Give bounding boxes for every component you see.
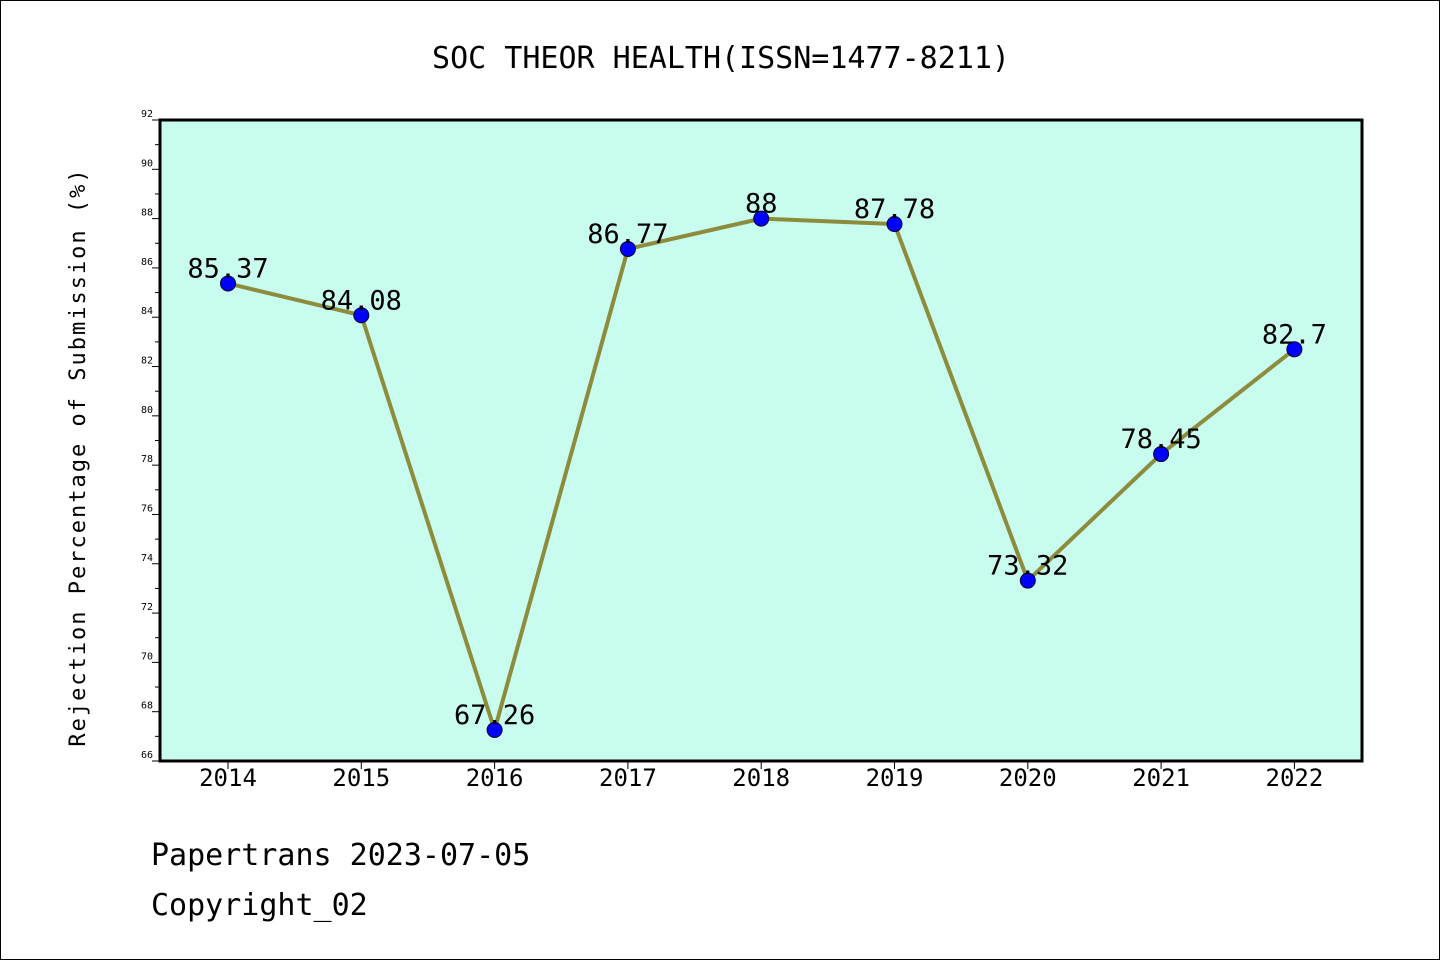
data-point	[1153, 446, 1170, 463]
x-tick-label: 2015	[332, 764, 390, 792]
x-tick-label: 2021	[1132, 764, 1190, 792]
data-label: 73.32	[987, 551, 1068, 582]
data-label: 82.7	[1262, 319, 1327, 350]
x-tick-label: 2017	[599, 764, 657, 792]
data-point	[353, 307, 370, 324]
x-tick-label: 2016	[466, 764, 524, 792]
data-label: 86.77	[587, 219, 668, 250]
footer-date-text: Papertrans 2023-07-05	[151, 838, 530, 873]
x-axis: 2014 2015 2016 2017 2018 2019 2020 2021 2022	[199, 761, 1323, 792]
data-label: 84.08	[321, 285, 402, 316]
y-axis-label: Rejection Percentage of Submission (%)	[66, 167, 91, 746]
data-label: 85.37	[187, 253, 268, 284]
y-tick-label: 84	[141, 306, 153, 317]
x-tick-label: 2014	[199, 764, 257, 792]
y-tick-label: 86	[141, 257, 153, 268]
data-point	[886, 216, 903, 233]
data-point	[753, 210, 770, 227]
y-tick-label: 82	[141, 356, 153, 367]
y-tick-label: 88	[141, 208, 153, 219]
y-tick-label: 92	[141, 109, 153, 120]
data-point	[619, 240, 636, 257]
y-tick-label: 90	[141, 158, 153, 169]
series-layer: 85.37 84.08 67.26 86.77 88 87.78 73.32 78.45 82.…	[187, 189, 1327, 738]
data-label: 78.45	[1120, 424, 1201, 455]
data-label: 87.78	[854, 194, 935, 225]
x-tick-label: 2020	[999, 764, 1057, 792]
x-tick-label: 2018	[732, 764, 790, 792]
y-tick-label: 78	[141, 454, 153, 465]
y-tick-label: 74	[141, 553, 153, 564]
data-point	[1019, 572, 1036, 589]
x-tick-label: 2019	[866, 764, 924, 792]
y-tick-label: 80	[141, 405, 153, 416]
y-tick-label: 72	[141, 602, 153, 613]
plot-area	[158, 118, 1364, 763]
y-tick-label: 68	[141, 701, 153, 712]
data-label: 88	[745, 189, 778, 220]
data-point	[1286, 341, 1303, 358]
y-tick-label: 70	[141, 651, 153, 662]
y-tick-label: 76	[141, 503, 153, 514]
y-axis: 66 68 70 72 74 76 78 80 82 84 86 88 90 92	[141, 109, 160, 762]
x-tick-label: 2022	[1266, 764, 1324, 792]
data-point	[486, 721, 503, 738]
chart-title: SOC THEOR HEALTH(ISSN=1477-8211)	[432, 41, 1010, 76]
data-point	[220, 275, 236, 292]
footer-copyright-text: Copyright_02	[151, 888, 368, 923]
data-label: 67.26	[454, 700, 535, 731]
y-tick-label: 66	[141, 750, 153, 761]
